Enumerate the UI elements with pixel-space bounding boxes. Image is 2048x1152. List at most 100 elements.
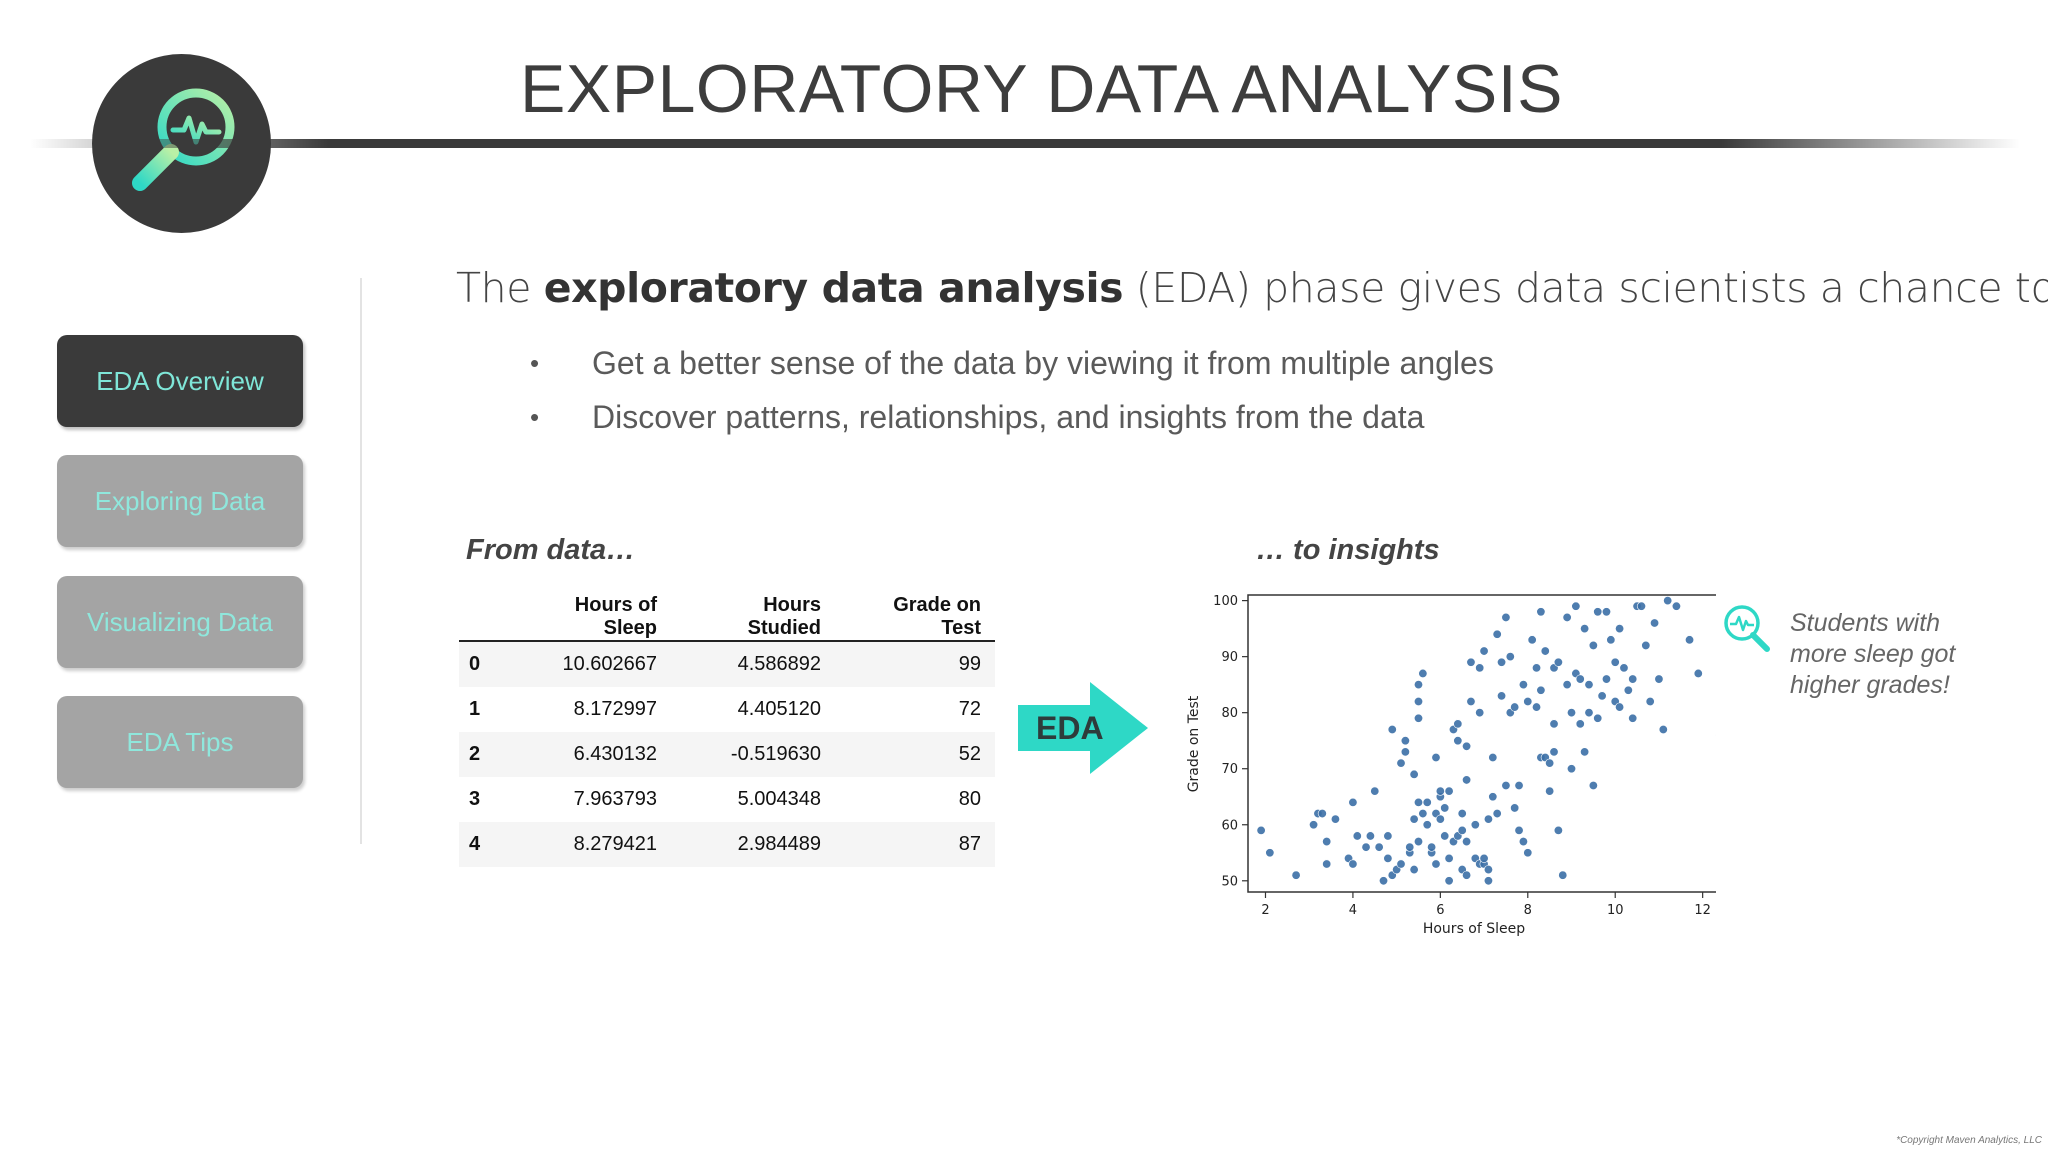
- scatter-point: [1475, 663, 1485, 673]
- scatter-point: [1413, 696, 1423, 706]
- scatter-point: [1549, 747, 1559, 757]
- scatter-point: [1518, 680, 1528, 690]
- y-tick-label: 60: [1221, 818, 1238, 833]
- scatter-point: [1650, 618, 1660, 628]
- scatter-point: [1685, 635, 1695, 645]
- scatter-point: [1462, 837, 1472, 847]
- scatter-point: [1610, 657, 1620, 667]
- scatter-point: [1505, 652, 1515, 662]
- table-cell: 7.963793: [573, 788, 657, 810]
- x-tick-label: 10: [1607, 903, 1624, 918]
- scatter-point: [1444, 853, 1454, 863]
- scatter-point: [1466, 657, 1476, 667]
- copyright-text: *Copyright Maven Analytics, LLC: [1896, 1135, 2042, 1146]
- scatter-point: [1374, 842, 1384, 852]
- table-row: 3 7.963793 5.004348 80: [459, 777, 995, 822]
- table-cell: 6.430132: [503, 732, 671, 777]
- table-row: 1 8.172997 4.405120 72: [459, 687, 995, 732]
- table-cell: 4.586892: [671, 641, 835, 687]
- scatter-point: [1457, 825, 1467, 835]
- intro-prefix: The: [456, 264, 544, 312]
- scatter-point: [1641, 640, 1651, 650]
- scatter-point: [1483, 876, 1493, 886]
- x-tick-label: 4: [1349, 903, 1357, 918]
- sidebar-item-eda-tips[interactable]: EDA Tips: [57, 696, 303, 788]
- bullet-list: • Get a better sense of the data by viewi…: [530, 340, 1494, 448]
- scatter-point: [1510, 702, 1520, 712]
- intro-text: The exploratory data analysis (EDA) phas…: [456, 264, 2048, 312]
- scatter-point: [1466, 696, 1476, 706]
- scatter-point: [1571, 601, 1581, 611]
- y-tick-label: 80: [1221, 706, 1238, 721]
- scatter-point: [1400, 747, 1410, 757]
- scatter-point: [1588, 640, 1598, 650]
- to-insights-heading: … to insights: [1256, 534, 1440, 566]
- scatter-point: [1567, 708, 1577, 718]
- sidebar-item-visualizing-data[interactable]: Visualizing Data: [57, 576, 303, 668]
- scatter-point: [1523, 696, 1533, 706]
- table-cell: 80: [958, 788, 981, 810]
- scatter-point: [1540, 646, 1550, 656]
- scatter-point: [1396, 758, 1406, 768]
- scatter-point: [1435, 814, 1445, 824]
- scatter-point: [1453, 719, 1463, 729]
- x-tick-label: 8: [1524, 903, 1532, 918]
- scatter-point: [1370, 786, 1380, 796]
- scatter-point: [1444, 876, 1454, 886]
- scatter-point: [1510, 803, 1520, 813]
- sidebar-divider: [360, 278, 362, 844]
- scatter-point: [1431, 753, 1441, 763]
- table-cell: 1: [469, 698, 481, 720]
- table-cell: 2: [459, 732, 503, 777]
- scatter-point: [1352, 831, 1362, 841]
- plot-frame: [1247, 594, 1716, 893]
- scatter-point: [1545, 786, 1555, 796]
- scatter-point: [1636, 601, 1646, 611]
- y-tick-label: 90: [1221, 650, 1238, 665]
- scatter-point: [1413, 797, 1423, 807]
- scatter-point: [1483, 814, 1493, 824]
- intro-bold: exploratory data analysis: [543, 264, 1124, 312]
- scatter-point: [1470, 820, 1480, 830]
- table-header: [459, 594, 503, 642]
- table-header-row: Hours of Sleep Hours Studied Grade on Te…: [459, 594, 995, 642]
- scatter-point: [1265, 848, 1275, 858]
- scatter-point: [1431, 859, 1441, 869]
- from-data-heading: From data…: [466, 534, 636, 566]
- scatter-point: [1536, 607, 1546, 617]
- scatter-point: [1409, 769, 1419, 779]
- scatter-point: [1553, 657, 1563, 667]
- table-row: 4 8.279421 2.984489 87: [459, 822, 995, 867]
- scatter-point: [1606, 635, 1616, 645]
- scatter-point: [1483, 865, 1493, 875]
- scatter-point: [1545, 758, 1555, 768]
- scatter-point: [1422, 797, 1432, 807]
- scatter-point: [1523, 848, 1533, 858]
- intro-suffix: (EDA) phase gives data scientists a chan…: [1123, 264, 2048, 312]
- sidebar-item-exploring-data[interactable]: Exploring Data: [57, 455, 303, 547]
- scatter-point: [1518, 837, 1528, 847]
- scatter-point: [1658, 724, 1668, 734]
- table-cell: 4: [459, 822, 503, 867]
- table-cell: 3: [469, 788, 481, 810]
- scatter-point: [1413, 837, 1423, 847]
- y-axis-label: Grade on Test: [1186, 695, 1202, 792]
- scatter-point: [1400, 736, 1410, 746]
- sidebar-item-eda-overview[interactable]: EDA Overview: [57, 335, 303, 427]
- x-tick-label: 12: [1694, 903, 1711, 918]
- table-cell: 99: [835, 641, 995, 687]
- scatter-point: [1514, 825, 1524, 835]
- scatter-point: [1440, 803, 1450, 813]
- title-underline: [30, 139, 2020, 148]
- scatter-point: [1562, 612, 1572, 622]
- scatter-point: [1601, 674, 1611, 684]
- scatter-point: [1409, 865, 1419, 875]
- scatter-point: [1593, 713, 1603, 723]
- scatter-point: [1444, 786, 1454, 796]
- x-tick-label: 6: [1436, 903, 1444, 918]
- scatter-point: [1536, 685, 1546, 695]
- table-cell: 2.984489: [671, 822, 835, 867]
- table-cell: 8.172997: [573, 698, 657, 720]
- scatter-point: [1462, 741, 1472, 751]
- table-cell: 72: [958, 698, 981, 720]
